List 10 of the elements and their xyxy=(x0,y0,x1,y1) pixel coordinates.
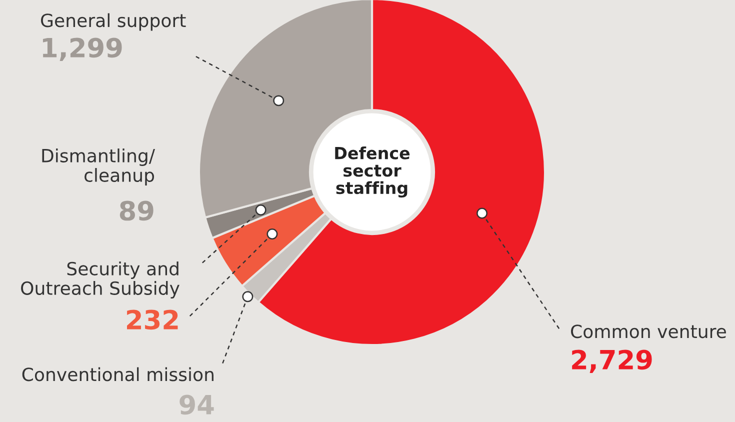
slice-label: Common venture xyxy=(571,324,726,338)
data-label: 232 xyxy=(127,310,178,330)
slice-label: Dismantling/ cleanup xyxy=(42,148,156,186)
slice-label: Conventional mission xyxy=(22,367,214,382)
data-label: 89 xyxy=(120,200,154,221)
data-label: 2,729 xyxy=(572,350,652,374)
text: Defence sector staffing xyxy=(335,146,410,198)
slice-label: Security and Outreach Subsidy xyxy=(21,261,180,299)
data-label: 1,299 xyxy=(42,38,122,62)
slice-label: General support xyxy=(41,13,186,31)
